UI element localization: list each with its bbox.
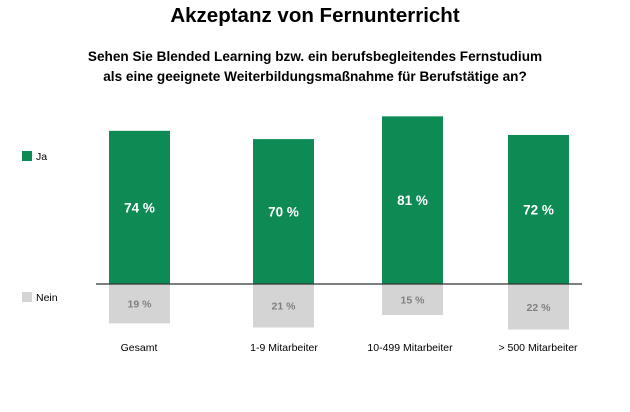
bar-nein-2 [253, 284, 314, 328]
data-label-nein-2: 21 % [272, 301, 297, 313]
data-label-ja-2: 70 % [268, 205, 299, 220]
data-label-ja-4: 72 % [523, 202, 554, 217]
bar-ja-3 [382, 116, 443, 284]
legend-swatch-nein [22, 292, 32, 302]
bar-ja-2 [253, 139, 314, 284]
category-label-4: > 500 Mitarbeiter [498, 342, 578, 354]
data-label-nein-1: 19 % [128, 299, 153, 311]
chart-subtitle: Sehen Sie Blended Learning bzw. ein beru… [20, 47, 610, 87]
bar-ja-1 [109, 130, 170, 284]
category-label-3: 10-499 Mitarbeiter [367, 342, 453, 354]
bar-ja-4 [508, 134, 569, 284]
bar-nein-1 [109, 284, 170, 324]
data-label-nein-4: 22 % [527, 302, 552, 314]
subtitle-line-1: Sehen Sie Blended Learning bzw. ein beru… [87, 49, 543, 64]
data-label-nein-3: 15 % [401, 295, 426, 307]
data-label-ja-3: 81 % [397, 193, 428, 208]
legend-label-ja: Ja [36, 151, 47, 163]
bar-nein-4 [508, 284, 569, 330]
category-label-1: Gesamt [121, 342, 158, 354]
data-label-ja-1: 74 % [124, 200, 155, 215]
category-label-2: 1-9 Mitarbeiter [250, 342, 318, 354]
subtitle-line-2: als eine geeignete Weiterbildungsmaßnahm… [103, 69, 527, 84]
chart-title: Akzeptanz von Fernunterricht [170, 4, 460, 27]
legend-label-nein: Nein [36, 292, 58, 304]
bar-nein-3 [382, 284, 443, 316]
legend-swatch-ja [22, 151, 32, 161]
